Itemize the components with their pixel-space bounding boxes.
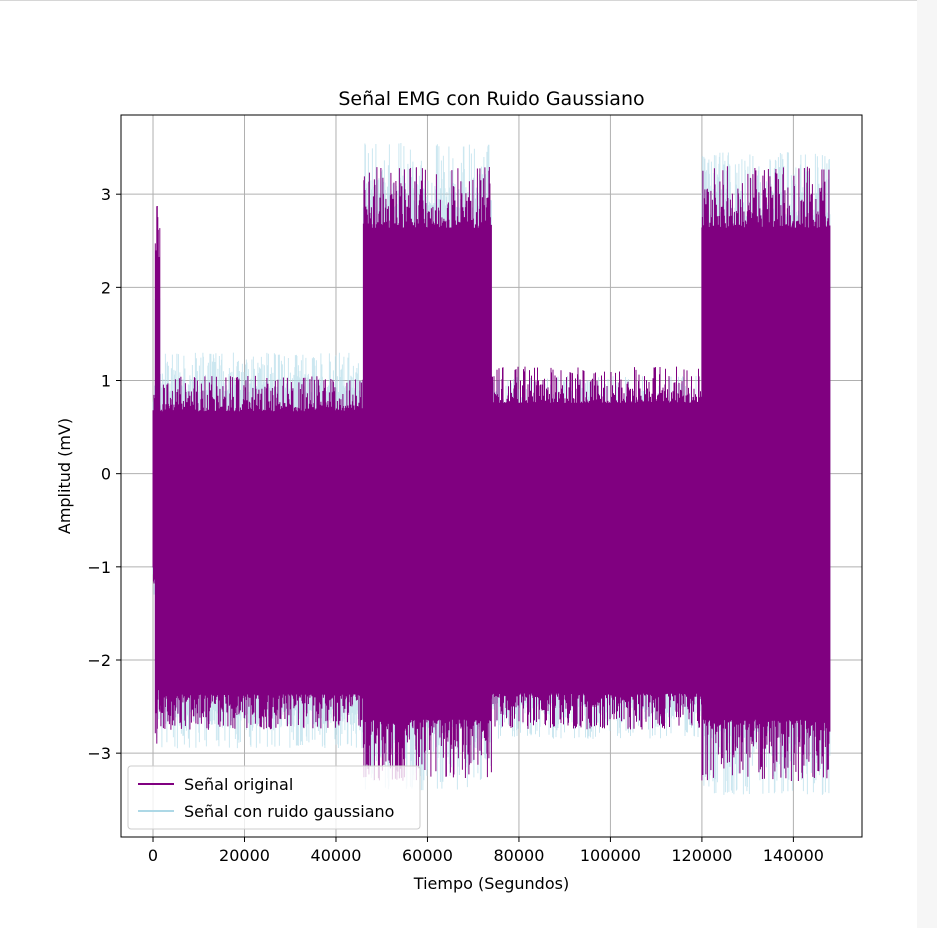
chart-title: Señal EMG con Ruido Gaussiano xyxy=(338,88,644,110)
y-tick-label: 2 xyxy=(101,278,111,297)
x-tick-label: 40000 xyxy=(311,846,362,865)
y-tick-label: −1 xyxy=(87,558,111,577)
x-tick-label: 80000 xyxy=(493,846,544,865)
y-tick-label: −2 xyxy=(87,651,111,670)
y-tick-label: 1 xyxy=(101,372,111,391)
x-tick-label: 20000 xyxy=(219,846,270,865)
plot-frame xyxy=(120,114,863,838)
x-tick-label: 120000 xyxy=(671,846,732,865)
y-axis-title: Amplitud (mV) xyxy=(55,418,74,534)
scrollbar-track[interactable] xyxy=(917,0,937,928)
series-original-trace xyxy=(152,166,831,781)
signal-layer xyxy=(152,143,831,795)
y-tick-label: −3 xyxy=(87,744,111,763)
legend: Señal original Señal con ruido gaussiano xyxy=(127,765,421,830)
window-top-border xyxy=(0,0,937,1)
y-tick-label: 3 xyxy=(101,185,111,204)
x-tick-label: 100000 xyxy=(580,846,641,865)
x-axis-title: Tiempo (Segundos) xyxy=(413,874,569,893)
legend-label-original: Señal original xyxy=(184,775,293,794)
y-tick-label: 0 xyxy=(101,465,111,484)
x-tick-label: 140000 xyxy=(763,846,824,865)
x-tick-label: 0 xyxy=(148,846,158,865)
legend-box xyxy=(127,765,421,830)
x-tick-label: 60000 xyxy=(402,846,453,865)
legend-label-noisy: Señal con ruido gaussiano xyxy=(184,802,394,821)
tick-layer: 0 20000 40000 60000 80000 100000 120000 140000 −… xyxy=(87,185,824,865)
